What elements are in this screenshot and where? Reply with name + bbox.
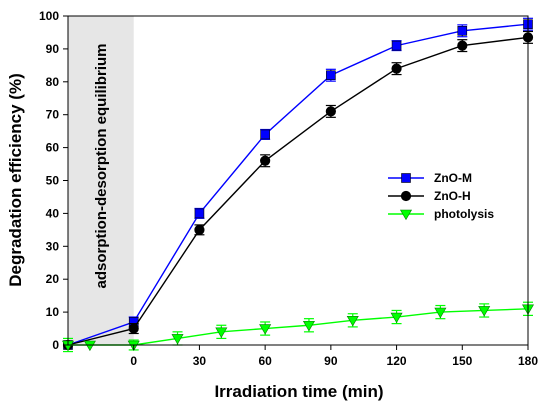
series-line-ZnO-H <box>67 36 529 346</box>
y-tick-label: 70 <box>46 108 60 122</box>
y-tick-label: 90 <box>46 42 60 56</box>
series-ZnO-M <box>63 17 533 350</box>
y-tick-label: 20 <box>46 272 60 286</box>
data-point <box>260 129 270 140</box>
x-axis-title: Irradiation time (min) <box>214 382 383 401</box>
data-point <box>259 324 272 335</box>
data-point <box>194 224 205 235</box>
data-point <box>478 306 491 317</box>
legend-label: ZnO-M <box>434 171 472 185</box>
data-point <box>326 70 336 81</box>
data-point <box>457 26 468 36</box>
legend-label: photolysis <box>434 207 494 221</box>
data-point <box>215 327 228 338</box>
data-point <box>434 307 447 319</box>
data-point <box>302 320 315 332</box>
legend-marker <box>400 190 412 202</box>
x-tick-label: 180 <box>518 354 538 368</box>
y-axis-title: Degradation efficiency (%) <box>6 73 25 287</box>
data-point <box>260 155 271 166</box>
series-ZnO-H <box>62 30 534 351</box>
x-tick-label: 150 <box>452 354 472 368</box>
x-tick-label: 120 <box>387 354 407 368</box>
data-point <box>194 208 205 219</box>
x-tick-label: 90 <box>324 354 338 368</box>
equilibrium-band <box>68 16 134 345</box>
legend-entry-photolysis: photolysis <box>388 207 494 221</box>
y-tick-label: 10 <box>46 305 60 319</box>
equilibrium-band-label: adsorption-desorption equilibrium <box>93 44 110 289</box>
data-point <box>128 323 139 334</box>
y-tick-label: 50 <box>46 174 60 188</box>
data-point <box>171 334 184 345</box>
data-point <box>346 316 359 327</box>
legend-marker <box>401 173 411 183</box>
x-tick-label: 60 <box>258 354 272 368</box>
series-line-ZnO-M <box>67 23 529 346</box>
y-tick-label: 60 <box>46 141 60 155</box>
data-point <box>83 340 96 352</box>
y-tick-label: 30 <box>46 239 60 253</box>
data-point <box>457 40 468 51</box>
data-point <box>391 40 402 51</box>
legend-entry-ZnO-M: ZnO-M <box>388 171 472 185</box>
x-tick-label: 0 <box>130 354 137 368</box>
legend-marker <box>399 209 413 221</box>
y-tick-label: 40 <box>46 206 60 220</box>
data-point <box>325 106 336 117</box>
legend-entry-ZnO-H: ZnO-H <box>388 189 471 203</box>
y-tick-label: 0 <box>52 338 59 352</box>
data-point <box>391 63 402 74</box>
data-point <box>390 312 403 324</box>
y-tick-label: 80 <box>46 75 60 89</box>
legend-label: ZnO-H <box>434 189 471 203</box>
y-tick-label: 100 <box>39 9 59 23</box>
x-tick-label: 30 <box>193 354 207 368</box>
